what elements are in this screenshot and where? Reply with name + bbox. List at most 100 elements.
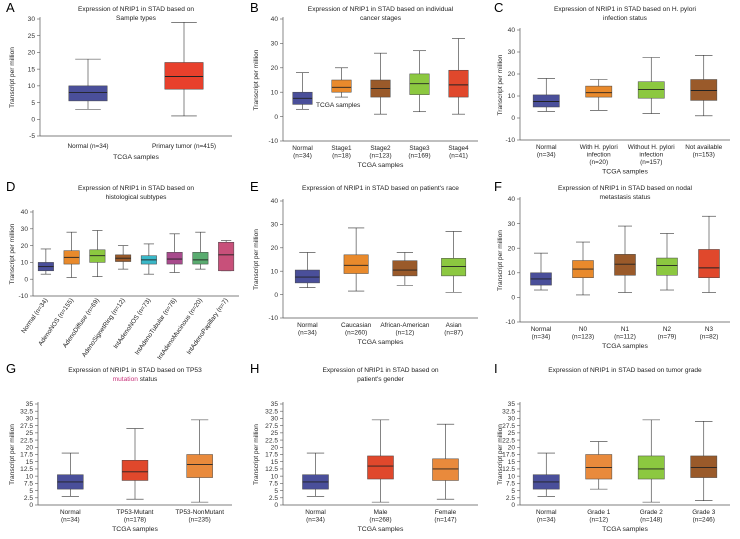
- y-tick-label-a: 0: [31, 116, 35, 123]
- panel-title-h-line2: patient's gender: [357, 376, 405, 383]
- y-tick-label-i: 5: [511, 488, 515, 495]
- y-axis-label-c: Transcript per million: [497, 54, 504, 115]
- x-axis-label-g: TCGA samples: [112, 526, 158, 533]
- y-tick-label-g: 0: [29, 502, 33, 509]
- y-tick-label-f: 20: [508, 245, 516, 252]
- y-tick-label-h: 27.5: [265, 423, 278, 430]
- category-label-f: (n=79): [658, 334, 677, 341]
- box-iqr: [698, 249, 720, 278]
- category-label-e: African-American: [380, 322, 429, 329]
- panel-title-c-line2: infection status: [603, 15, 648, 22]
- y-tick-label-b: 10: [271, 89, 279, 96]
- panel-d: D Expression of NRIP1 in STAD based on his…: [6, 179, 239, 361]
- category-label-c: infection: [587, 152, 611, 159]
- box-iqr: [690, 79, 718, 101]
- y-axis-label-i: Transcript per million: [497, 424, 504, 485]
- panel-title-d-line2: histological subtypes: [106, 194, 168, 201]
- y-axis-label-b: Transcript per million: [253, 49, 260, 110]
- y-tick-label-b: 30: [271, 41, 279, 48]
- box-iqr: [409, 73, 430, 95]
- y-tick-label-a: 15: [28, 66, 36, 73]
- y-tick-label-h: 20: [271, 444, 279, 451]
- category-label-c: With H. pylori: [580, 144, 618, 151]
- box-g-3: [186, 419, 213, 503]
- y-tick-label-i: 32.5: [502, 408, 515, 415]
- box-d-8: [218, 240, 235, 272]
- y-tick-label-i: 10: [508, 473, 516, 480]
- category-label-g: (n=178): [124, 517, 146, 524]
- category-label-c: Without H. pylori: [628, 144, 675, 151]
- box-b-2: [331, 67, 352, 98]
- panel-letter-e: E: [250, 179, 259, 194]
- y-tick-label-d: -10: [18, 293, 28, 300]
- category-label-e: Caucasian: [341, 322, 372, 329]
- y-tick-label-c: 10: [508, 93, 516, 100]
- y-tick-label-b: 0: [274, 114, 278, 121]
- category-label-i: (n=246): [693, 517, 715, 524]
- category-label-a: Normal (n=34): [67, 143, 108, 150]
- category-label-b: Normal: [292, 145, 313, 152]
- y-tick-label-f: 40: [508, 196, 516, 203]
- category-label-i: (n=148): [640, 517, 662, 524]
- box-i-2: [585, 441, 613, 490]
- y-tick-label-e: 10: [271, 268, 279, 275]
- box-a-2: [164, 22, 204, 117]
- y-tick-label-i: 25: [508, 430, 516, 437]
- y-tick-label-i: 27.5: [502, 423, 515, 430]
- box-b-5: [448, 38, 469, 115]
- y-tick-label-i: 22.5: [502, 437, 515, 444]
- category-label-f: Normal: [531, 326, 552, 333]
- y-tick-label-i: 20: [508, 444, 516, 451]
- category-label-e: Asian: [446, 322, 462, 329]
- category-label-g: (n=34): [61, 517, 80, 524]
- y-tick-label-h: 12.5: [265, 466, 278, 473]
- panel-f: F Expression of NRIP1 in STAD based on no…: [494, 179, 730, 350]
- box-h-3: [432, 423, 459, 500]
- box-iqr: [441, 258, 467, 277]
- category-label-c: (n=153): [693, 152, 715, 159]
- box-iqr: [637, 455, 665, 480]
- category-label-g: (n=235): [189, 517, 211, 524]
- box-i-4: [690, 421, 718, 501]
- panel-title-e-line1: Expression of NRIP1 in STAD based on pat…: [302, 185, 459, 192]
- category-label-e: (n=12): [396, 330, 415, 337]
- category-label-h: (n=34): [306, 517, 325, 524]
- category-label-f: N3: [705, 326, 714, 333]
- box-d-3: [89, 230, 106, 277]
- category-label-b: Stage3: [409, 145, 430, 152]
- y-tick-label-e: 40: [271, 198, 279, 205]
- box-iqr: [294, 269, 320, 284]
- box-h-2: [367, 419, 394, 503]
- y-tick-label-c: 20: [508, 71, 516, 78]
- y-tick-label-g: 32.5: [20, 408, 33, 415]
- box-e-2: [343, 227, 369, 292]
- y-tick-label-h: 10: [271, 473, 279, 480]
- y-tick-label-g: 5: [29, 488, 33, 495]
- category-label-f: (n=123): [572, 334, 594, 341]
- box-d-5: [140, 243, 157, 275]
- category-label-i: Grade 2: [640, 509, 664, 516]
- y-axis-label-a: Transcript per million: [9, 47, 16, 108]
- panel-title-i-line1: Expression of NRIP1 in STAD based on tum…: [548, 367, 702, 374]
- y-tick-label-g: 25: [26, 430, 34, 437]
- box-iqr: [186, 454, 213, 478]
- box-iqr: [690, 455, 718, 478]
- y-tick-label-g: 12.5: [20, 466, 33, 473]
- category-label-i: Grade 1: [587, 509, 611, 516]
- panel-title-b-line1: Expression of NRIP1 in STAD based on ind…: [308, 6, 454, 13]
- y-tick-label-f: 10: [508, 270, 516, 277]
- y-tick-label-f: 0: [511, 295, 515, 302]
- category-label-b: (n=123): [369, 153, 391, 160]
- y-tick-label-g: 20: [26, 444, 34, 451]
- panel-g: G Expression of NRIP1 in STAD based on TP…: [6, 361, 232, 533]
- x-axis-label-f: TCGA samples: [602, 343, 648, 350]
- panel-letter-b: B: [250, 0, 259, 15]
- y-tick-label-i: 0: [511, 502, 515, 509]
- y-tick-label-h: 30: [271, 416, 279, 423]
- y-tick-label-g: 2.5: [24, 495, 33, 502]
- panel-title-c-line1: Expression of NRIP1 in STAD based on H. …: [554, 6, 697, 13]
- box-iqr: [68, 85, 108, 102]
- box-f-2: [572, 241, 594, 296]
- overlay-annotation-b: TCGA samples: [316, 102, 361, 109]
